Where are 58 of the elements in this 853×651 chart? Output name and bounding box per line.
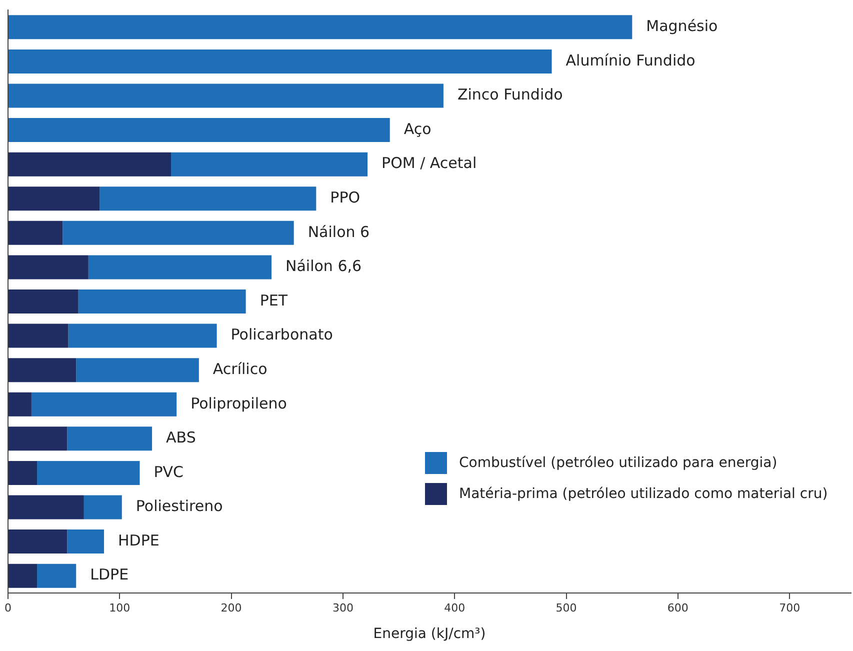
bar (8, 84, 444, 108)
y-tick-label: Alumínio Fundido (566, 51, 696, 70)
y-tick-label: LDPE (90, 566, 129, 584)
bar (68, 324, 217, 348)
x-axis-title: Energia (kJ/cm³) (373, 626, 486, 642)
bar (8, 220, 63, 245)
bar (88, 255, 272, 280)
y-tick-label: Acrílico (212, 360, 268, 378)
y-tick-label: Zinco Fundido (457, 86, 563, 104)
x-tick-label: 500 (556, 601, 577, 614)
bar (8, 15, 632, 40)
bar (8, 324, 68, 348)
bar (8, 118, 390, 142)
y-tick-label: Policarbonato (230, 326, 333, 344)
bar (31, 392, 177, 416)
y-tick-label: Náilon 6,6 (286, 257, 362, 276)
bar (76, 358, 199, 382)
y-tick-label: PVC (154, 462, 184, 481)
x-tick-label: 200 (220, 601, 242, 614)
x-tick-label: 600 (667, 601, 688, 614)
bar (171, 152, 368, 176)
bar (78, 289, 246, 314)
bar (100, 186, 316, 211)
bar (84, 495, 122, 520)
bar (8, 426, 68, 451)
bar (8, 495, 84, 520)
y-tick-label: ABS (166, 428, 196, 447)
bar (8, 49, 552, 74)
bar (8, 186, 100, 211)
bar (37, 460, 140, 485)
bar (67, 530, 104, 554)
y-tick-label: Poliestireno (136, 497, 223, 516)
bar (8, 564, 38, 588)
y-tick-label: PPO (330, 188, 360, 207)
y-tick-label: POM / Acetal (382, 154, 477, 172)
bar (8, 530, 68, 554)
bar (37, 564, 76, 588)
bar (8, 255, 88, 280)
y-tick-label: Magnésio (646, 17, 718, 36)
bar (8, 289, 78, 314)
y-tick-label: Polipropileno (190, 394, 287, 412)
x-tick-label: 400 (444, 601, 466, 614)
bar (8, 152, 172, 176)
bar (8, 358, 76, 382)
x-tick-label: 0 (4, 601, 12, 614)
y-tick-label: Náilon 6 (308, 222, 370, 241)
x-tick-label: 700 (779, 601, 800, 614)
x-tick-label: 300 (332, 601, 354, 614)
bar (8, 392, 32, 416)
x-tick-label: 100 (109, 601, 130, 614)
legend-label: Matéria-prima (petróleo utilizado como material cru) (459, 486, 828, 502)
bar (8, 460, 38, 485)
y-tick-label: Aço (404, 120, 432, 138)
y-tick-label: HDPE (118, 531, 160, 550)
y-tick-label: PET (260, 291, 288, 310)
bar (67, 426, 152, 451)
bar (62, 220, 294, 245)
legend-label: Combustível (petróleo utilizado para energia) (459, 455, 778, 471)
